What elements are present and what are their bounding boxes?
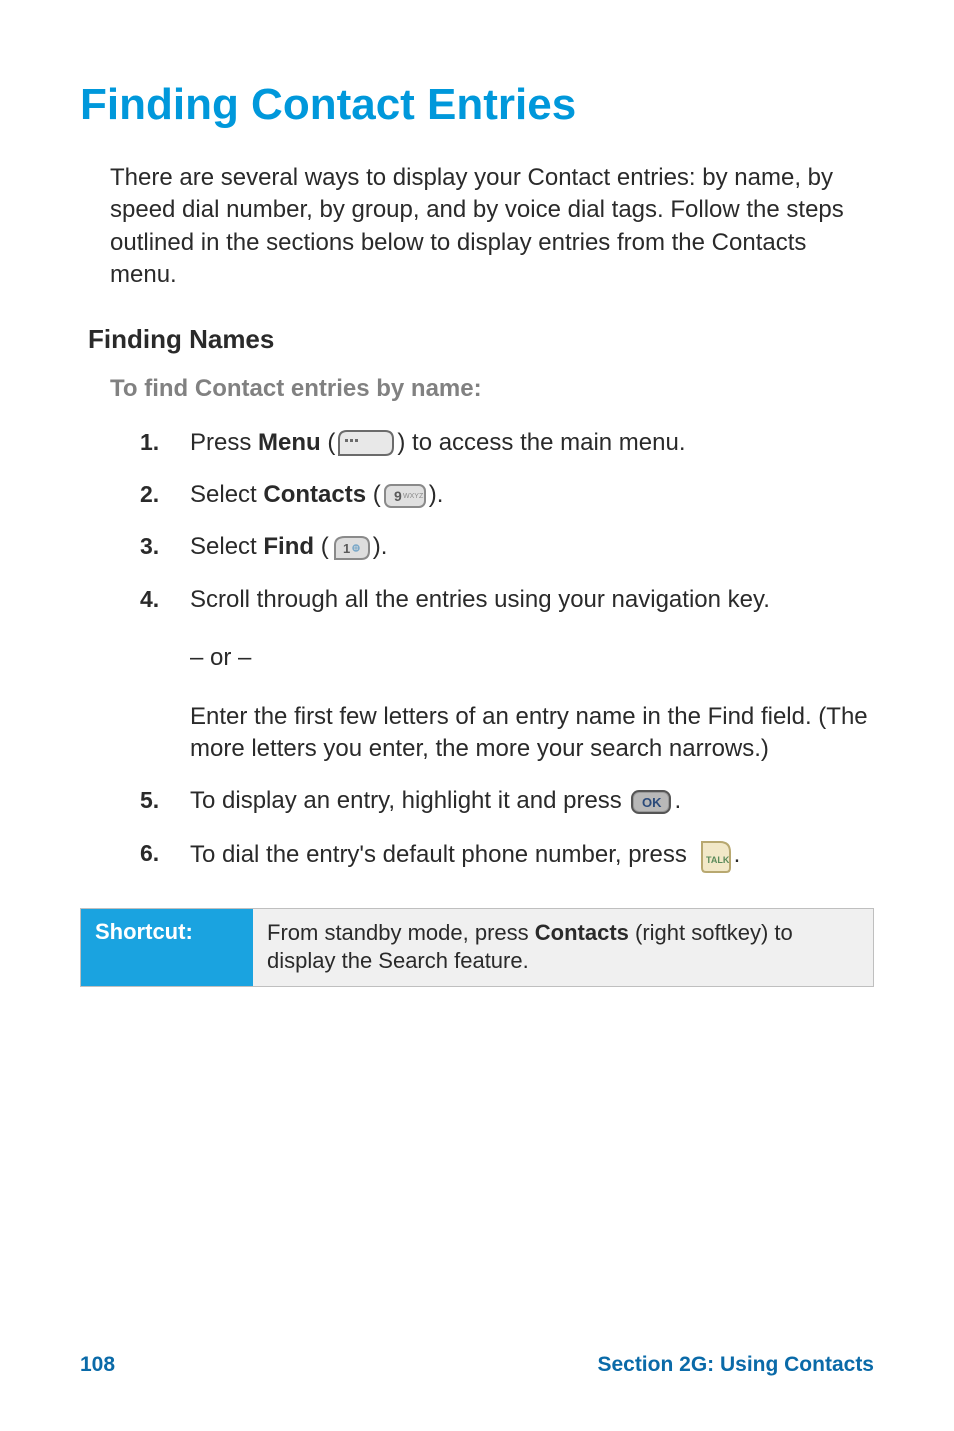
step-2-text-a: Select [190,481,263,508]
step-6-text-a: To dial the entry's default phone number… [190,841,694,868]
step-6: To dial the entry's default phone number… [140,838,874,874]
shortcut-bold: Contacts [535,920,629,945]
menu-key-icon [337,429,395,457]
svg-text:9: 9 [394,488,402,504]
subheading: To find Contact entries by name: [110,375,874,403]
step-5: To display an entry, highlight it and pr… [140,785,874,817]
step-3: Select Find (1). [140,531,874,563]
section-heading: Finding Names [88,324,874,355]
step-5-text-b: . [674,787,681,814]
step-3-text-c: ( [314,533,329,560]
page-footer: 108 Section 2G: Using Contacts [80,1353,874,1377]
talk-key-icon: TALK [696,838,732,874]
step-3-text-a: Select [190,533,263,560]
one-key-icon: 1 [331,535,371,561]
step-6-text-b: . [734,841,741,868]
step-2-text-c: ( [366,481,381,508]
ok-key-icon: OK [630,789,672,815]
nine-key-icon: 9WXYZ [383,483,427,509]
step-1: Press Menu ( ) to access the main menu. [140,427,874,459]
step-4-or: – or – [190,642,874,674]
step-5-text-a: To display an entry, highlight it and pr… [190,787,628,814]
step-4: Scroll through all the entries using you… [140,584,874,766]
shortcut-label: Shortcut: [81,909,253,986]
step-3-bold: Find [263,533,314,560]
intro-paragraph: There are several ways to display your C… [110,162,874,292]
shortcut-box: Shortcut: From standby mode, press Conta… [80,908,874,987]
svg-text:1: 1 [343,541,350,556]
step-1-text-c: ( [321,429,336,456]
step-1-text-a: Press [190,429,258,456]
shortcut-t1: From standby mode, press [267,920,535,945]
step-2-bold: Contacts [263,481,366,508]
step-1-text-d: ) to access the main menu. [397,429,685,456]
shortcut-text: From standby mode, press Contacts (right… [253,909,873,986]
svg-text:OK: OK [642,795,662,810]
step-4-text: Scroll through all the entries using you… [190,584,874,616]
svg-text:TALK: TALK [706,855,730,865]
section-label: Section 2G: Using Contacts [597,1353,874,1377]
svg-text:WXYZ: WXYZ [403,493,424,500]
step-1-bold: Menu [258,429,321,456]
step-2: Select Contacts (9WXYZ). [140,479,874,511]
step-4-p2: Enter the first few letters of an entry … [190,701,874,766]
step-2-text-d: ). [429,481,444,508]
step-3-text-d: ). [373,533,388,560]
page-number: 108 [80,1353,115,1377]
page-title: Finding Contact Entries [80,80,874,130]
steps-list: Press Menu ( ) to access the main menu. S… [140,427,874,874]
